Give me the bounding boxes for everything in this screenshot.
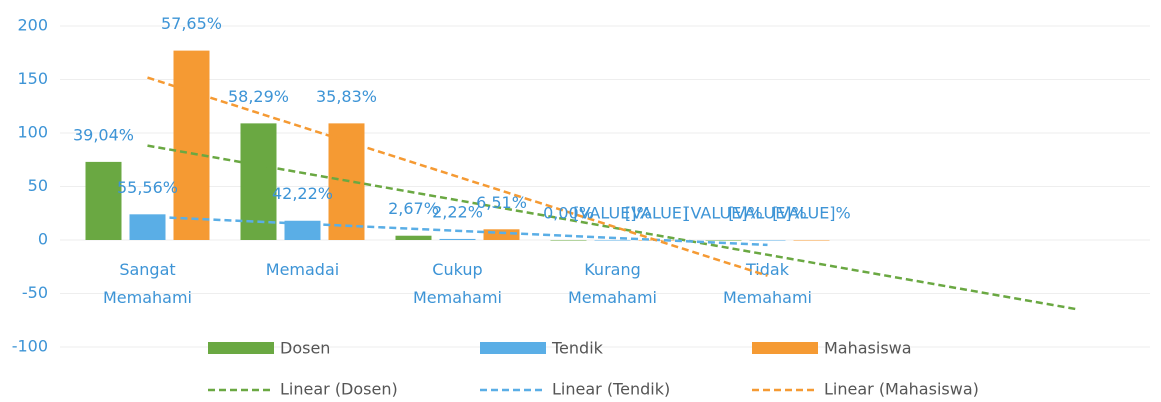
legend-label: Linear (Dosen) [280, 380, 398, 399]
legend-label: Dosen [280, 339, 330, 358]
data-label: 2,22% [432, 202, 483, 221]
legend-swatch [480, 342, 546, 354]
data-label: [VALUE] [625, 204, 688, 223]
bar [594, 240, 631, 241]
x-tick-line: Sangat [119, 260, 175, 279]
data-label: [VALUE]% [772, 204, 851, 223]
trendline [147, 144, 1078, 311]
data-label: [VALUE]% [728, 204, 807, 223]
x-tick-line: Memadai [266, 260, 339, 279]
x-tick-line: Memahami [103, 288, 192, 307]
trendline [147, 76, 768, 277]
bar [483, 229, 520, 240]
legend-label: Mahasiswa [824, 339, 912, 358]
bar [793, 240, 830, 241]
y-tick-label: 50 [28, 176, 48, 195]
y-tick-label: -50 [22, 283, 48, 302]
y-tick-label: 0 [38, 230, 48, 249]
bar [395, 235, 432, 240]
data-label: 0,00% [543, 204, 594, 223]
x-tick-line: Tidak [745, 260, 790, 279]
x-tick-label: Kurang Memahami [568, 260, 657, 307]
data-label: 6,51% [476, 193, 527, 212]
data-label: 35,83% [316, 87, 377, 106]
data-label: 2,67% [388, 199, 439, 218]
bar [705, 240, 742, 241]
y-tick-label: -100 [12, 337, 48, 356]
x-tick-label: Cukup Memahami [413, 260, 502, 307]
y-tick-label: 100 [17, 123, 48, 142]
bar [173, 50, 210, 240]
legend-label: Linear (Tendik) [552, 380, 670, 399]
data-label: 57,65% [161, 14, 222, 33]
x-tick-label: Sangat Memahami [103, 260, 192, 307]
bar [129, 214, 166, 240]
y-tick-label: 150 [17, 69, 48, 88]
bar [749, 240, 786, 241]
data-label: 55,56% [117, 178, 178, 197]
x-tick-line: Kurang [584, 260, 641, 279]
legend-swatch [208, 342, 274, 354]
y-tick-label: 200 [17, 16, 48, 35]
data-label: [VALUE]% [573, 204, 652, 223]
x-tick-label: Tidak Memahami [723, 260, 812, 307]
x-tick-line: Memahami [568, 288, 657, 307]
data-label: [VALUE]% [684, 204, 763, 223]
data-label: 42,22% [272, 184, 333, 203]
x-tick-label: Memadai [266, 260, 339, 279]
legend-swatch [752, 342, 818, 354]
data-label: 39,04% [73, 125, 134, 144]
legend-label: Tendik [551, 339, 604, 358]
bar [550, 240, 587, 241]
bar [284, 220, 321, 240]
bar [85, 161, 122, 240]
x-tick-line: Memahami [413, 288, 502, 307]
trendline [147, 215, 768, 247]
x-tick-line: Memahami [723, 288, 812, 307]
data-label: 58,29% [228, 87, 289, 106]
bar [439, 238, 476, 240]
x-tick-line: Cukup [432, 260, 482, 279]
legend-label: Linear (Mahasiswa) [824, 380, 979, 399]
